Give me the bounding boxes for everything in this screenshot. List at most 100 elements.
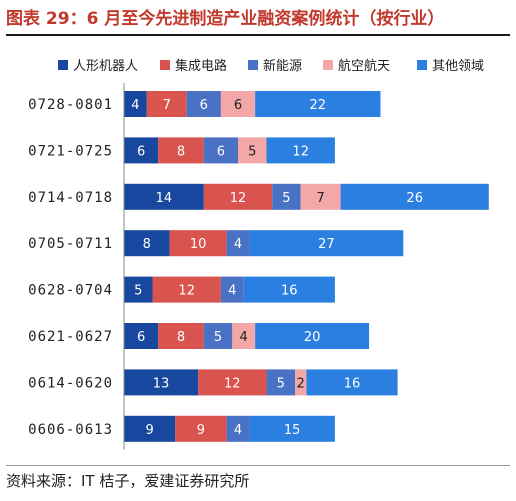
data-label: 4 [228, 284, 236, 299]
bar-segment [158, 323, 204, 349]
bar-segment [203, 137, 238, 164]
bar-segment [152, 276, 221, 303]
bar-segment [249, 230, 404, 257]
data-label: 12 [230, 191, 247, 206]
bar-segment [124, 323, 159, 349]
bar-segment [146, 91, 187, 117]
bar-segment [272, 183, 301, 210]
data-label: 6 [234, 98, 242, 113]
data-label: 6 [137, 144, 145, 159]
data-label: 6 [200, 98, 208, 113]
bar-segment [169, 230, 227, 257]
bar-segment [203, 183, 273, 210]
data-label: 26 [406, 191, 423, 206]
data-label: 16 [281, 284, 298, 299]
bar-segment [243, 276, 335, 303]
data-label: 5 [134, 284, 142, 299]
legend-swatch [58, 60, 68, 70]
bar-segment [220, 91, 256, 117]
data-label: 8 [177, 330, 185, 345]
source-note: 资料来源：IT 桔子，爱建证券研究所 [6, 472, 250, 490]
legend-label: 人形机器人 [73, 59, 138, 74]
data-label: 5 [248, 144, 256, 159]
bar-segment [249, 415, 335, 442]
data-label: 8 [177, 144, 185, 159]
category-labels: 0728-0801 0721-0725 0714-0718 0705-0711 0628… [28, 97, 113, 438]
bar-segment [158, 137, 204, 164]
category-label: 0614-0620 [28, 375, 113, 391]
bar-segment [124, 91, 147, 117]
bar-segment [300, 183, 341, 210]
stacked-bar-chart: 人形机器人 集成电路 新能源 航空航天 其他领域 0728-08010721-07250… [28, 58, 489, 450]
footer-divider [6, 465, 510, 466]
bar-segment [186, 91, 221, 117]
bar-segment [238, 137, 267, 164]
category-label: 0705-0711 [28, 236, 113, 252]
bar-segment [124, 369, 199, 396]
data-label: 12 [178, 284, 195, 299]
data-label: 4 [234, 423, 242, 438]
data-label: 6 [217, 144, 225, 159]
bar-segment [306, 369, 398, 396]
bar-segment [255, 91, 381, 117]
data-label: 2 [297, 376, 305, 391]
data-label: 12 [292, 144, 309, 159]
bars: 4 7 6 6 22 6 8 6 5 12 14 12 5 7 26 8 10 4 27 5 12 4 16 6 8 5 4 20 13… [124, 91, 489, 442]
data-label: 15 [284, 423, 301, 438]
data-label: 10 [190, 237, 207, 252]
data-label: 9 [197, 423, 205, 438]
data-label: 5 [277, 376, 285, 391]
data-label: 4 [234, 237, 242, 252]
legend: 人形机器人 集成电路 新能源 航空航天 其他领域 [58, 58, 484, 74]
bar-segment [226, 415, 250, 442]
bar-segment [295, 369, 307, 396]
legend-label: 其他领域 [432, 59, 484, 74]
category-label: 0721-0725 [28, 143, 113, 159]
bar-segment [255, 323, 370, 349]
bar-segment [203, 323, 233, 349]
bar-segment [124, 415, 176, 442]
data-label: 4 [131, 98, 139, 113]
bar-segment [226, 230, 250, 257]
legend-label: 新能源 [263, 58, 302, 74]
category-label: 0628-0704 [28, 283, 113, 299]
chart-title: 图表 29：6 月至今先进制造产业融资案例统计（按行业） [6, 9, 445, 29]
data-label: 22 [310, 98, 327, 113]
data-label: 6 [137, 330, 145, 345]
legend-label: 集成电路 [175, 58, 227, 74]
legend-swatch [417, 60, 427, 70]
data-label: 14 [156, 191, 173, 206]
title-divider [6, 34, 510, 36]
bar-segment [124, 276, 153, 303]
category-label: 0621-0627 [28, 329, 113, 345]
legend-swatch [248, 60, 258, 70]
category-label: 0606-0613 [28, 422, 113, 438]
bar-segment [266, 369, 295, 396]
data-label: 4 [240, 330, 248, 345]
bar-segment [124, 137, 159, 164]
data-label: 12 [224, 376, 241, 391]
category-label: 0714-0718 [28, 190, 113, 206]
data-label: 20 [304, 330, 321, 345]
bar-segment [124, 183, 204, 210]
legend-label: 航空航天 [338, 58, 390, 74]
data-label: 7 [163, 98, 171, 113]
legend-swatch [160, 60, 170, 70]
data-label: 27 [318, 237, 335, 252]
data-label: 13 [153, 376, 170, 391]
bar-segment [266, 137, 335, 164]
data-label: 8 [143, 237, 151, 252]
bar-segment [220, 276, 244, 303]
category-label: 0728-0801 [28, 97, 113, 113]
bar-segment [340, 183, 489, 210]
bar-segment [175, 415, 227, 442]
bar-segment [198, 369, 267, 396]
data-label: 5 [282, 191, 290, 206]
bar-segment [232, 323, 256, 349]
legend-swatch [323, 60, 333, 70]
data-label: 7 [317, 191, 325, 206]
data-label: 5 [214, 330, 222, 345]
data-label: 16 [344, 376, 361, 391]
bar-segment [124, 230, 170, 257]
data-label: 9 [146, 423, 154, 438]
